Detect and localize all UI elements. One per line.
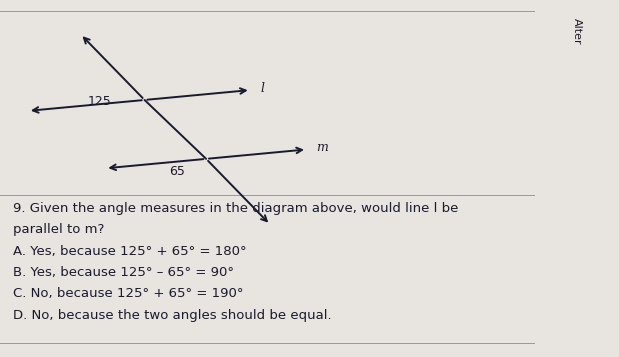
Text: m: m — [316, 141, 329, 154]
Text: B. Yes, because 125° – 65° = 90°: B. Yes, because 125° – 65° = 90° — [14, 266, 235, 279]
Text: parallel to m?: parallel to m? — [14, 223, 105, 236]
Text: A. Yes, because 125° + 65° = 180°: A. Yes, because 125° + 65° = 180° — [14, 245, 247, 257]
Text: l: l — [260, 82, 264, 95]
Text: C. No, because 125° + 65° = 190°: C. No, because 125° + 65° = 190° — [14, 287, 244, 300]
Text: 9. Given the angle measures in the diagram above, would line l be: 9. Given the angle measures in the diagr… — [14, 202, 459, 215]
Text: D. No, because the two angles should be equal.: D. No, because the two angles should be … — [14, 309, 332, 322]
Text: 125: 125 — [87, 95, 111, 108]
Text: 65: 65 — [169, 165, 184, 178]
Text: Alter: Alter — [572, 18, 582, 45]
